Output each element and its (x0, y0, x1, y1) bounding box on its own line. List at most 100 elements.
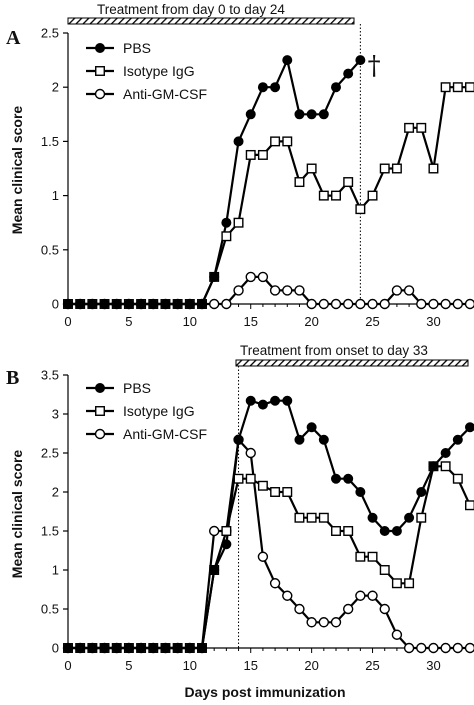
panel-a-anti-gm-csf-point (403, 285, 415, 296)
panel-b-pbs-point (245, 395, 256, 406)
panel-a-x-tick-label: 15 (243, 314, 257, 329)
panel-b-y-tick-label: 0 (52, 641, 59, 656)
panel-b-isotype-igg-point (416, 512, 427, 523)
panel-b-anti-gm-csf-point (464, 642, 474, 654)
panel-b-pbs-point (343, 473, 354, 484)
panel-b-legend-pbs-label: PBS (123, 380, 151, 396)
panel-a-pbs-point (233, 136, 244, 147)
panel-b-plot: 0 0.5 1 1.5 2 2.5 3 3.5 0 5 10 15 20 25 30 PBS Isotype I… (41, 366, 474, 673)
panel-a-pbs-point (172, 299, 183, 309)
panel-b-isotype-igg-point (233, 473, 244, 484)
panel-a-x-tick-label: 20 (304, 314, 318, 329)
panel-b-isotype-igg-point (257, 480, 268, 491)
panel-b-anti-gm-csf-point (391, 629, 403, 640)
panel-a-plot: 0 0.5 1 1.5 2 2.5 0 5 10 15 20 25 30 PBS Isotype IgG An… (41, 24, 474, 329)
panel-a-pbs-point (75, 299, 86, 309)
panel-a-pbs-point (148, 299, 159, 309)
panel-a-anti-gm-csf-point (294, 285, 305, 296)
panel-a-x-tick-label: 30 (426, 314, 440, 329)
panel-b-legend-anti-gm-csf-label: Anti-GM-CSF (123, 426, 207, 442)
panel-b-anti-gm-csf-point (428, 642, 439, 654)
panel-b-series-anti-gm-csf-line (68, 438, 470, 650)
panel-b-pbs-point (160, 643, 171, 653)
panel-b-anti-gm-csf-point (403, 642, 415, 654)
panel-b-pbs-point (440, 448, 451, 458)
panel-b-pbs-point (416, 487, 427, 497)
panel-a-isotype-igg-point (355, 204, 366, 215)
panel-a-pbs-point (294, 109, 305, 120)
panel-a-anti-gm-csf-point (367, 298, 378, 310)
panel-a-pbs-point (221, 217, 232, 228)
panel-a-legend-anti-gm-csf-label: Anti-GM-CSF (123, 86, 207, 102)
panel-a-legend-pbs-label: PBS (123, 40, 151, 56)
panel-b-pbs-point (452, 434, 463, 445)
panel-a-pbs-point (197, 299, 207, 309)
panel-b-legend-anti-gm-csf-marker (94, 428, 106, 440)
panel-b-y-tick-label: 2 (52, 485, 59, 500)
panel-a-isotype-igg-point (428, 163, 439, 174)
panel-b-pbs-point (87, 643, 98, 653)
panel-a-anti-gm-csf-point (440, 298, 451, 310)
panel-b-isotype-igg-point (245, 473, 256, 484)
panel-a-anti-gm-csf-point (306, 298, 317, 310)
panel-a-anti-gm-csf-point (233, 285, 244, 296)
panel-b: B Treatment from onset to day 33 Mean cl… (6, 343, 474, 673)
panel-b-x-tick-label: 25 (365, 658, 379, 673)
panel-b-y-axis-title: Mean clinical score (9, 450, 25, 579)
panel-b-isotype-igg-point (367, 551, 378, 562)
panel-a-anti-gm-csf-point (379, 298, 390, 310)
panel-b-legend-pbs-marker (95, 383, 105, 393)
panel-b-isotype-igg-point (306, 512, 317, 523)
panel-a-y-tick-label: 1 (52, 188, 59, 203)
panel-a-anti-gm-csf-point (318, 298, 330, 310)
panel-a-pbs-point (318, 109, 329, 120)
panel-a-x-tick-label: 10 (183, 314, 197, 329)
panel-b-isotype-igg-point (221, 526, 232, 536)
panel-b-y-tick-label: 2.5 (41, 446, 59, 461)
panel-b-pbs-point (75, 643, 86, 653)
panel-b-x-tick-label: 5 (125, 658, 132, 673)
panel-b-anti-gm-csf-point (208, 525, 220, 537)
panel-b-isotype-igg-point (391, 578, 402, 589)
panel-a-x-tick-label: 25 (365, 314, 379, 329)
panel-b-x-tick-label: 30 (426, 658, 440, 673)
panel-b-isotype-igg-point (294, 512, 305, 523)
panel-b-x-tick-label: 10 (183, 658, 197, 673)
panel-b-anti-gm-csf-point (318, 617, 330, 628)
panel-a-anti-gm-csf-point (221, 298, 232, 310)
panel-b-pbs-point (379, 526, 390, 536)
panel-b-x-tick-label: 20 (304, 658, 318, 673)
panel-a-isotype-igg-point (245, 149, 256, 160)
panel-b-isotype-igg-point (282, 487, 293, 497)
panel-b-isotype-igg-point (270, 487, 281, 497)
panel-a-series-anti-gm-csf-line (68, 275, 470, 306)
panel-a-y-axis-title: Mean clinical score (9, 106, 25, 235)
panel-a-anti-gm-csf-point (452, 298, 464, 310)
panel-a-pbs-point (209, 271, 220, 282)
panel-a-anti-gm-csf-point (269, 285, 281, 296)
panel-a-anti-gm-csf-point (282, 285, 293, 296)
panel-a-pbs-point (270, 82, 281, 93)
panel-b-isotype-igg-point (331, 526, 341, 536)
panel-a-pbs-point (87, 299, 98, 309)
panel-b-anti-gm-csf-point (452, 642, 464, 654)
panel-b-anti-gm-csf-point (306, 617, 317, 628)
panel-a-anti-gm-csf-point (245, 271, 256, 283)
panel-a-isotype-igg-point (294, 177, 305, 188)
x-axis-title: Days post immunization (184, 684, 345, 700)
panel-b-isotype-igg-point (440, 461, 451, 472)
panel-b-pbs-point (331, 473, 341, 484)
panel-b-y-tick-label: 1 (52, 563, 59, 578)
panel-b-y-tick-label: 0.5 (41, 602, 59, 617)
panel-b-pbs-point (233, 434, 244, 445)
panel-b-anti-gm-csf-point (416, 642, 427, 654)
panel-a-legend-isotype-igg-label: Isotype IgG (123, 63, 195, 79)
panel-a-anti-gm-csf-point (208, 298, 220, 310)
panel-b-legend-isotype-igg-marker (95, 406, 105, 416)
panel-b-pbs-point (197, 643, 207, 653)
panel-b-pbs-point (209, 565, 220, 575)
panel-b-anti-gm-csf-point (282, 590, 293, 601)
panel-b-pbs-point (136, 643, 147, 653)
panel-a-series-isotype-igg-line (68, 86, 470, 306)
